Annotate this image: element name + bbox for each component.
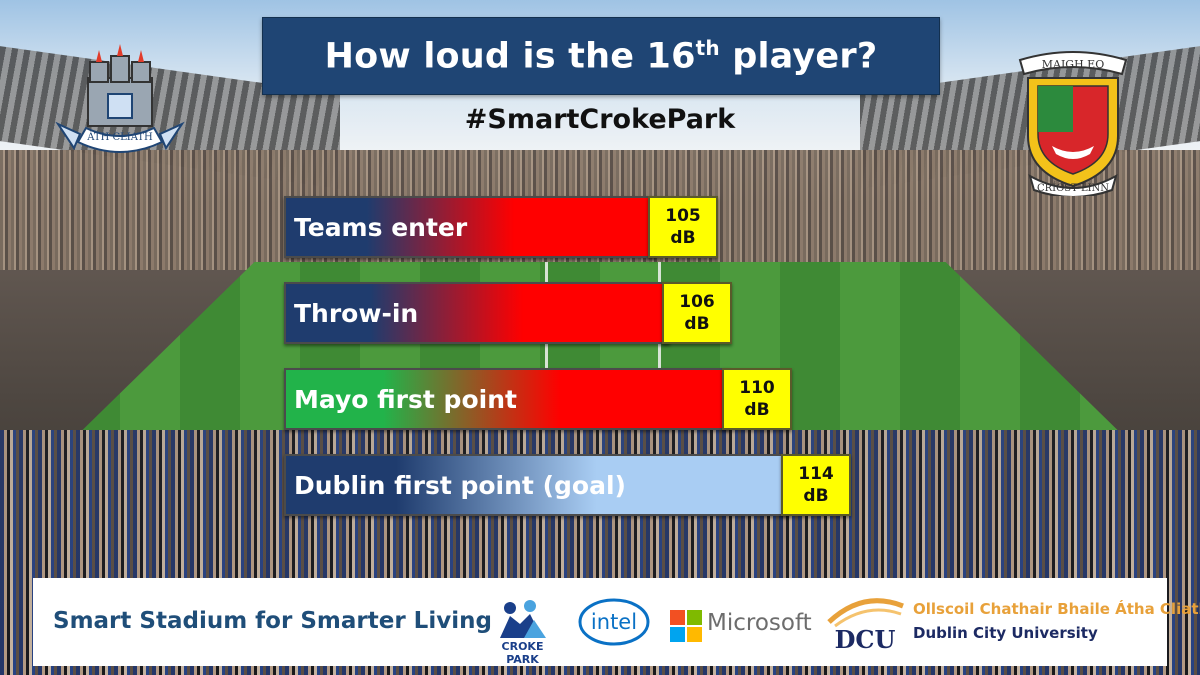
croke-park-text: CROKE PARK [501, 640, 544, 666]
dcu-mark-text: DCU [835, 625, 896, 652]
unit-label: dB [670, 228, 696, 248]
value-badge: 114 dB [781, 454, 851, 516]
sponsor-footer: Smart Stadium for Smarter Living CROKE P… [33, 578, 1200, 666]
value-badge: 106 dB [662, 282, 732, 344]
dcu-english-name: Dublin City University [913, 624, 1098, 642]
bar-mayo-first-point: Mayo first point [284, 368, 730, 430]
footer-tagline: Smart Stadium for Smarter Living [53, 608, 492, 634]
bar-label: Throw-in [294, 298, 419, 328]
value-label: 114 [798, 464, 834, 484]
intel-logo-icon: intel [578, 598, 650, 646]
mayo-crest-icon: MAIGH EO CRÍOST LINN [1018, 51, 1128, 196]
loudness-bar-chart: Teams enter 105 dB Throw-in 106 dB Mayo first … [284, 196, 924, 526]
dublin-crest-icon: ÁTH CLIATH [55, 44, 185, 153]
unit-label: dB [684, 314, 710, 334]
pitch-line [658, 262, 661, 452]
unit-label: dB [744, 400, 770, 420]
value-label: 110 [739, 378, 775, 398]
bar-label: Dublin first point (goal) [294, 470, 626, 500]
hashtag: #SmartCrokePark [464, 104, 736, 135]
microsoft-text: Microsoft [707, 610, 812, 636]
bar-label: Teams enter [294, 212, 468, 242]
mayo-crest-top-text: MAIGH EO [1042, 58, 1104, 71]
value-label: 106 [679, 292, 715, 312]
bar-throw-in: Throw-in [284, 282, 670, 344]
bar-teams-enter: Teams enter [284, 196, 656, 258]
chart-title: How loud is the 16th player? [324, 35, 878, 77]
bar-dublin-first-point-goal: Dublin first point (goal) [284, 454, 789, 516]
value-label: 105 [665, 206, 701, 226]
pitch-line [545, 262, 548, 452]
mayo-crest-bottom-text: CRÍOST LINN [1037, 182, 1109, 194]
dcu-logo-icon: DCU [827, 598, 904, 652]
microsoft-logo-icon [670, 610, 702, 642]
bar-label: Mayo first point [294, 384, 517, 414]
value-badge: 110 dB [722, 368, 792, 430]
title-banner: How loud is the 16th player? [262, 17, 940, 95]
dcu-irish-name: Ollscoil Chathair Bhaile Átha Cliath [913, 600, 1200, 618]
unit-label: dB [803, 486, 829, 506]
value-badge: 105 dB [648, 196, 718, 258]
intel-text: intel [591, 610, 637, 634]
croke-park-logo-icon [500, 600, 546, 638]
dublin-crest-text: ÁTH CLIATH [86, 131, 153, 143]
